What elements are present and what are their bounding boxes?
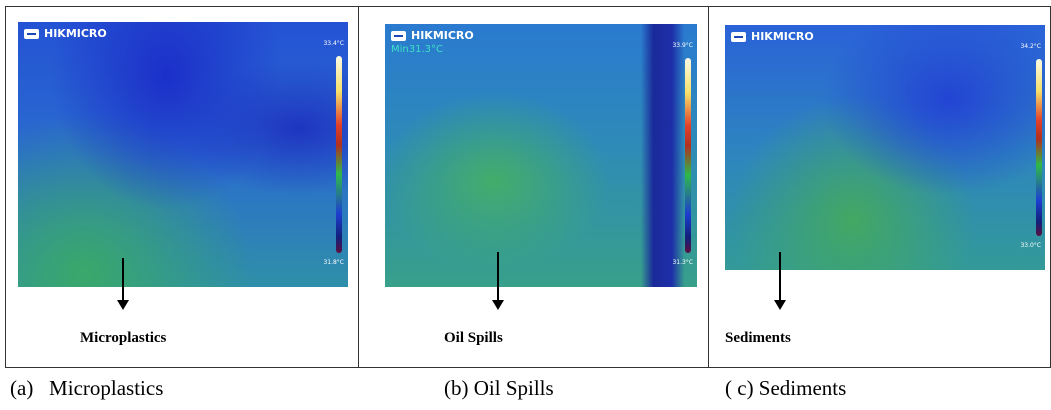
figure: HIKMICRO 33.4°C 31.8°C Microplastics (a) Mic… bbox=[0, 0, 1051, 410]
arrow bbox=[122, 258, 124, 308]
arrow bbox=[779, 252, 781, 308]
min-temp: 31.3°C bbox=[672, 259, 693, 266]
brand-text: HIKMICRO bbox=[411, 29, 474, 42]
panel-label: Microplastics bbox=[80, 330, 166, 347]
brand: HIKMICRO bbox=[731, 30, 814, 43]
thermal-image: HIKMICRO Min31.3°C 33.9°C 31.3°C bbox=[385, 24, 697, 287]
thermal-image: HIKMICRO 33.4°C 31.8°C bbox=[18, 22, 348, 287]
brand: HIKMICRO bbox=[24, 27, 107, 40]
max-temp: 33.9°C bbox=[672, 42, 693, 49]
brand-text: HIKMICRO bbox=[44, 27, 107, 40]
brand-logo bbox=[24, 29, 39, 39]
brand-logo bbox=[731, 32, 746, 42]
caption: ( c) Sediments bbox=[725, 376, 846, 401]
color-scale bbox=[685, 58, 691, 253]
brand-text: HIKMICRO bbox=[751, 30, 814, 43]
arrow bbox=[497, 252, 499, 308]
max-temp: 34.2°C bbox=[1020, 43, 1041, 50]
panel-label: Sediments bbox=[725, 330, 791, 347]
caption: (a) Microplastics bbox=[10, 376, 163, 401]
panel-label: Oil Spills bbox=[444, 330, 503, 347]
thermal-image: HIKMICRO 34.2°C 33.0°C bbox=[725, 25, 1045, 270]
brand-logo bbox=[391, 31, 406, 41]
min-temp: 31.8°C bbox=[323, 259, 344, 266]
brand: HIKMICRO bbox=[391, 29, 474, 42]
caption: (b) Oil Spills bbox=[444, 376, 554, 401]
color-scale bbox=[336, 56, 342, 253]
min-temp: 33.0°C bbox=[1020, 242, 1041, 249]
color-scale bbox=[1036, 59, 1042, 236]
min-reading: Min31.3°C bbox=[391, 44, 443, 55]
max-temp: 33.4°C bbox=[323, 40, 344, 47]
